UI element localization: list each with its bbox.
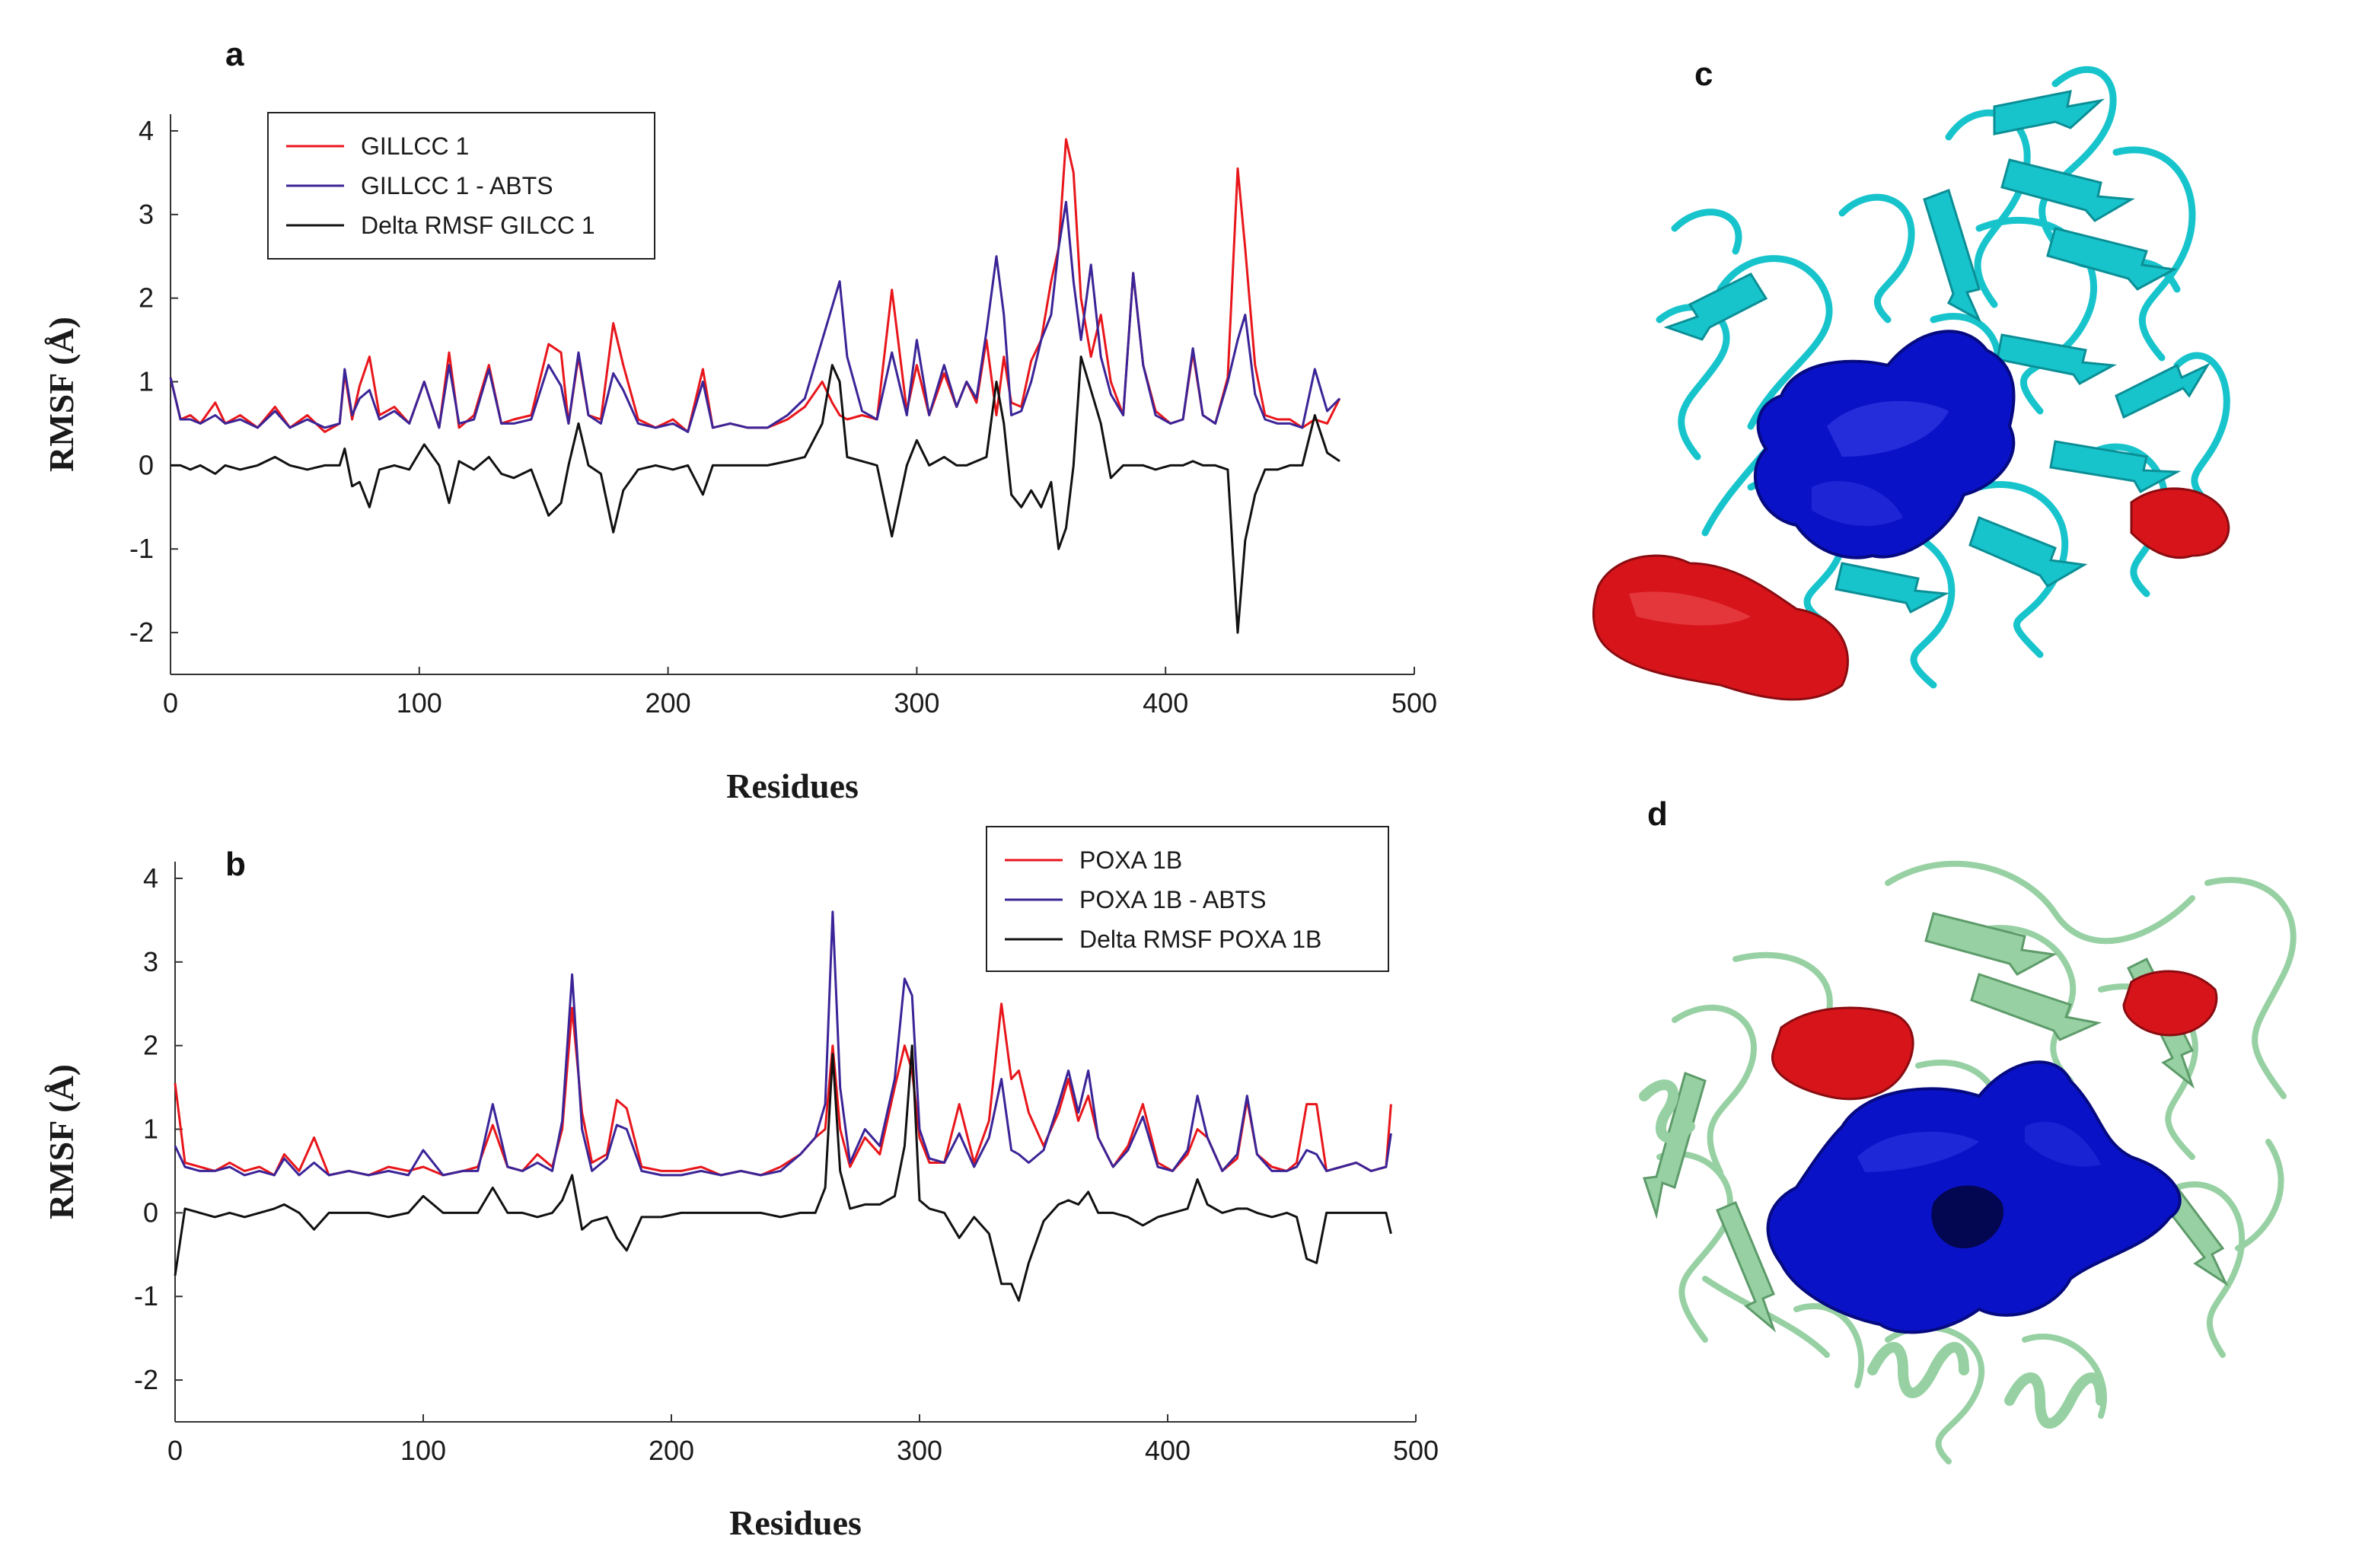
figure: a b c d -2-1012340 100 200 300 400 500Residue… bbox=[0, 0, 2362, 1568]
chart-b-y-tick-label: 4 bbox=[143, 862, 158, 894]
chart-b-y-tick-label: -2 bbox=[134, 1364, 158, 1395]
chart-a-y-tick-label: 1 bbox=[139, 366, 154, 397]
chart-a-y-tick-label: 0 bbox=[139, 449, 154, 480]
chart-b-y-tick-label: -1 bbox=[134, 1280, 158, 1311]
chart-b-x-tick-label: 300 bbox=[897, 1435, 942, 1466]
chart-a-y-tick-label: 2 bbox=[139, 282, 154, 314]
chart-a-legend-label-3: Delta RMSF GILCC 1 bbox=[361, 212, 595, 239]
chart-b-legend-label-3: Delta RMSF POXA 1B bbox=[1079, 926, 1321, 953]
chart-b-y-tick-label: 0 bbox=[143, 1197, 158, 1228]
chart-b-x-tick-label: 400 bbox=[1145, 1435, 1191, 1466]
chart-a-x-tick-label: 100 bbox=[397, 687, 442, 719]
chart-a-x-axis-label: Residues bbox=[726, 766, 859, 805]
chart-b-x-tick-label: 200 bbox=[649, 1435, 694, 1466]
chart-a-y-axis-label: RMSF (Å) bbox=[42, 317, 81, 472]
chart-a-x-tick-label: 200 bbox=[645, 687, 691, 719]
chart-a-x-tick-label: 300 bbox=[894, 687, 939, 719]
chart-b-y-tick-label: 3 bbox=[143, 946, 158, 977]
chart-a-y-tick-label: -2 bbox=[129, 617, 154, 648]
chart-b-x-tick-label: 500 bbox=[1393, 1435, 1439, 1466]
chart-a-legend-label-1: GILLCC 1 bbox=[361, 132, 469, 160]
chart-b-x-tick-label: 0 bbox=[167, 1435, 183, 1466]
panel-label-d: d bbox=[1647, 795, 1668, 833]
chart-b-y-tick-label: 2 bbox=[143, 1030, 158, 1061]
chart-b-legend-label-1: POXA 1B bbox=[1079, 846, 1182, 874]
panel-label-b: b bbox=[225, 846, 246, 883]
chart-b-legend-label-2: POXA 1B - ABTS bbox=[1079, 886, 1266, 913]
chart-a-x-tick-label: 0 bbox=[163, 687, 178, 719]
chart-a-legend-label-2: GILLCC 1 - ABTS bbox=[361, 172, 553, 199]
chart-b-x-tick-label: 100 bbox=[400, 1435, 446, 1466]
chart-b-y-axis-label: RMSF (Å) bbox=[42, 1064, 81, 1219]
chart-a-y-tick-label: 3 bbox=[139, 199, 154, 230]
chart-b-x-axis-label: Residues bbox=[729, 1503, 862, 1542]
chart-a-x-tick-label: 400 bbox=[1143, 687, 1188, 719]
chart-a-y-tick-label: 4 bbox=[139, 115, 154, 146]
panel-label-c: c bbox=[1694, 56, 1713, 93]
chart-a-x-tick-label: 500 bbox=[1391, 687, 1437, 719]
flexible-region-d-right bbox=[2124, 971, 2217, 1035]
panel-label-a: a bbox=[225, 36, 244, 73]
chart-a-y-tick-label: -1 bbox=[129, 533, 154, 564]
chart-b-y-tick-label: 1 bbox=[143, 1114, 158, 1145]
